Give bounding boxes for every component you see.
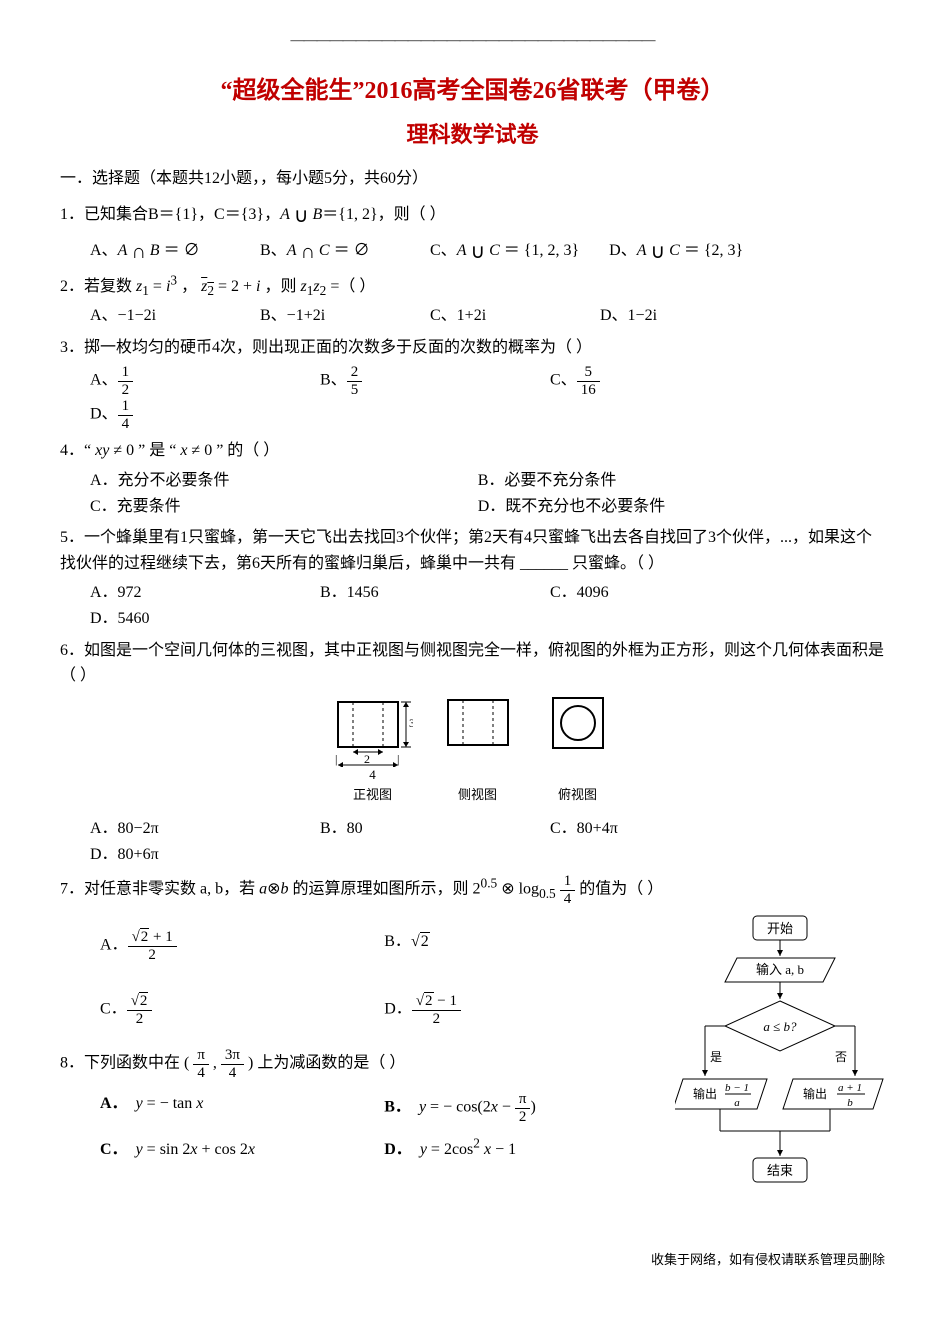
q7-opt-c: C．22 xyxy=(100,993,354,1027)
svg-text:结束: 结束 xyxy=(767,1163,793,1178)
q5-opt-c: C．4096 xyxy=(550,580,750,606)
q2-opt-d: D、1−2i xyxy=(600,303,740,329)
q6-options: A．80−2π B．80 C．80+4π D．80+6π xyxy=(90,816,885,867)
svg-text:输入 a, b: 输入 a, b xyxy=(756,962,804,977)
top-view: 俯视图 xyxy=(543,695,613,807)
q1-opt-b: B、A ∩ C ＝ ∅ xyxy=(260,236,400,268)
q8-opt-c: C． y = sin 2x + cos 2x xyxy=(100,1137,354,1163)
front-view-label: 正视图 xyxy=(333,785,413,806)
svg-text:a + 1: a + 1 xyxy=(838,1082,862,1094)
top-view-svg xyxy=(543,695,613,765)
q8-options-row1: A． y = − tan x B． y = − cos(2x − π2) xyxy=(100,1091,665,1125)
footer-note: 收集于网络，如有侵权请联系管理员删除 xyxy=(60,1250,885,1271)
svg-text:否: 否 xyxy=(835,1050,847,1064)
svg-text:a: a xyxy=(734,1097,740,1109)
q4-opt-d: D．既不充分也不必要条件 xyxy=(478,494,836,520)
q8-opt-a: A． y = − tan x xyxy=(100,1091,354,1125)
q7-options-row1: A．2 + 12 B．2 xyxy=(100,929,665,963)
q6-opt-d: D．80+6π xyxy=(90,842,290,868)
q3-stem: 3．掷一枚均匀的硬币4次，则出现正面的次数多于反面的次数的概率为（ ） xyxy=(60,335,885,361)
side-view-svg xyxy=(443,695,513,765)
q8-opt-d: D． y = 2cos2 x − 1 xyxy=(384,1137,638,1163)
q7-opt-b: B．2 xyxy=(384,929,638,963)
side-view-label: 侧视图 xyxy=(443,785,513,806)
q7-options-row2: C．22 D．2 − 12 xyxy=(100,993,665,1027)
q3-options: A、12 B、25 C、516 D、14 xyxy=(90,364,885,432)
q2-opt-b: B、−1+2i xyxy=(260,303,400,329)
svg-text:a ≤ b?: a ≤ b? xyxy=(763,1019,797,1034)
q2-opt-a: A、−1−2i xyxy=(90,303,230,329)
q1-opt-c: C、A ∪ C ＝ {1, 2, 3} xyxy=(430,236,579,268)
q5-opt-a: A．972 xyxy=(90,580,290,606)
q5-options: A．972 B．1456 C．4096 D．5460 xyxy=(90,580,885,631)
q5-opt-d: D．5460 xyxy=(90,606,290,632)
q4-opt-c: C．充要条件 xyxy=(90,494,448,520)
q1-stem: 1．已知集合B＝{1}，C＝{3}，A ∪ B＝{1, 2}，则（ ） xyxy=(60,200,885,232)
q4-opt-a: A．充分不必要条件 xyxy=(90,468,448,494)
svg-text:|: | xyxy=(335,752,337,766)
top-view-label: 俯视图 xyxy=(543,785,613,806)
q3-opt-b: B、25 xyxy=(320,364,520,398)
q5-stem: 5．一个蜂巢里有1只蜜蜂，第一天它飞出去找回3个伙伴；第2天有4只蜜蜂飞出去各自… xyxy=(60,525,885,576)
q7-stem: 7．对任意非零实数 a, b，若 a⊗b 的运算原理如图所示，则 20.5 ⊗ … xyxy=(60,873,885,907)
svg-text:b: b xyxy=(847,1097,853,1109)
q2-options: A、−1−2i B、−1+2i C、1+2i D、1−2i xyxy=(90,303,885,329)
q8-stem: 8．下列函数中在 ( π4 , 3π4 ) 上为减函数的是（ ） xyxy=(60,1047,665,1081)
q4-options: A．充分不必要条件 B．必要不充分条件 C．充要条件 D．既不充分也不必要条件 xyxy=(90,468,885,519)
q1-opt-d: D、A ∪ C ＝ {2, 3} xyxy=(609,236,749,268)
q6-opt-b: B．80 xyxy=(320,816,520,842)
flowchart-svg: 开始 输入 a, b a ≤ b? 是 否 输出 b − 1 a xyxy=(675,911,885,1211)
exam-title: “超级全能生”2016高考全国卷26省联考（甲卷） xyxy=(60,72,885,110)
front-view-svg: 3 2 | | xyxy=(333,697,413,767)
q8-options-row2: C． y = sin 2x + cos 2x D． y = 2cos2 x − … xyxy=(100,1137,665,1163)
section-1-header: 一．选择题（本题共12小题，，每小题5分，共60分） xyxy=(60,166,885,192)
q4-stem: 4．“ xy ≠ 0 ” 是 “ x ≠ 0 ” 的（ ） xyxy=(60,438,885,464)
q6-opt-a: A．80−2π xyxy=(90,816,290,842)
front-view: 3 2 | | 4 正视图 xyxy=(333,697,413,807)
svg-text:2: 2 xyxy=(364,752,370,766)
q3-opt-d: D、14 xyxy=(90,398,290,432)
q1-opt-a: A、A ∩ B ＝ ∅ xyxy=(90,236,230,268)
q2-stem: 2．若复数 z1 = i3 ， z2 = 2 + i ，则 z1z2 =（ ） xyxy=(60,274,885,300)
svg-text:输出: 输出 xyxy=(803,1086,827,1101)
svg-text:是: 是 xyxy=(710,1050,722,1064)
q6-opt-c: C．80+4π xyxy=(550,816,750,842)
q3-opt-a: A、12 xyxy=(90,364,290,398)
exam-subtitle: 理科数学试卷 xyxy=(60,117,885,152)
q2-opt-c: C、1+2i xyxy=(430,303,570,329)
flowchart: 开始 输入 a, b a ≤ b? 是 否 输出 b − 1 a xyxy=(675,911,885,1220)
q7-opt-a: A．2 + 12 xyxy=(100,929,354,963)
svg-text:开始: 开始 xyxy=(767,921,793,936)
svg-text:3: 3 xyxy=(409,716,413,730)
q3-opt-c: C、516 xyxy=(550,364,750,398)
header-rule: ———————————————————————————— xyxy=(60,30,885,52)
q6-three-views: 3 2 | | 4 正视图 侧视图 俯视图 xyxy=(60,695,885,807)
q6-stem: 6．如图是一个空间几何体的三视图，其中正视图与侧视图完全一样，俯视图的外框为正方… xyxy=(60,638,885,689)
svg-text:b − 1: b − 1 xyxy=(725,1082,749,1094)
q5-opt-b: B．1456 xyxy=(320,580,520,606)
side-view: 侧视图 xyxy=(443,695,513,807)
q4-opt-b: B．必要不充分条件 xyxy=(478,468,836,494)
q8-opt-b: B． y = − cos(2x − π2) xyxy=(384,1091,638,1125)
svg-text:输出: 输出 xyxy=(693,1086,717,1101)
q7-opt-d: D．2 − 12 xyxy=(384,993,638,1027)
svg-text:|: | xyxy=(397,752,399,766)
q1-options: A、A ∩ B ＝ ∅ B、A ∩ C ＝ ∅ C、A ∪ C ＝ {1, 2,… xyxy=(90,236,885,268)
